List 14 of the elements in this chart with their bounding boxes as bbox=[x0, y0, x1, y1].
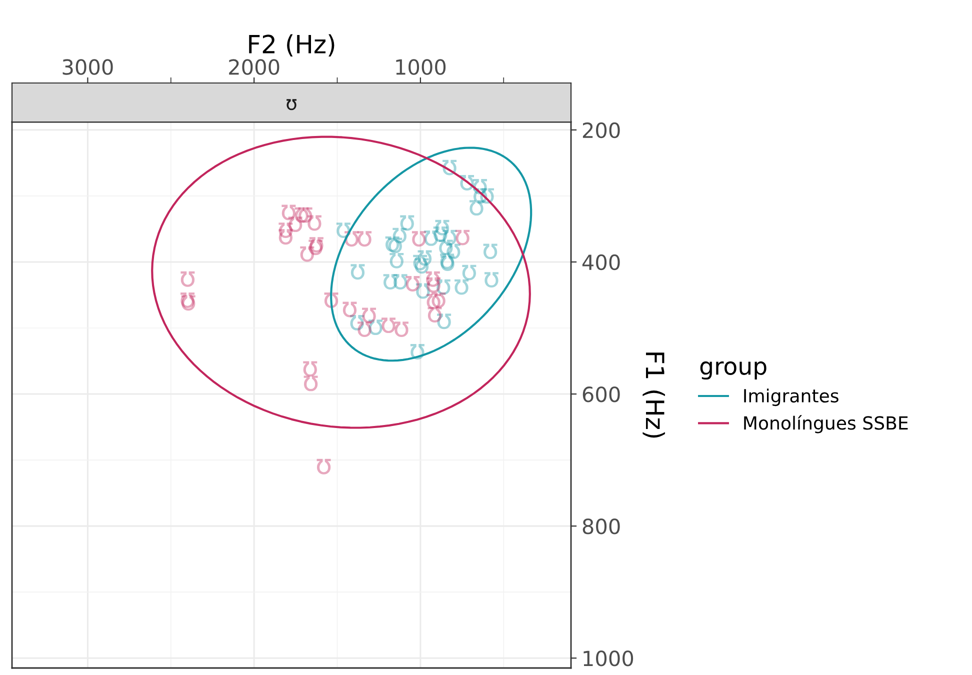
y-axis-title: F1 (Hz) bbox=[642, 352, 665, 438]
y-tick-label: 800 bbox=[582, 518, 620, 534]
x-tick-label: 1000 bbox=[396, 59, 446, 75]
x-axis-title: F2 (Hz) bbox=[249, 34, 334, 57]
x-tick-label: 3000 bbox=[62, 59, 113, 75]
y-tick-label: 400 bbox=[582, 254, 620, 270]
y-tick-label: 1000 bbox=[584, 650, 634, 666]
x-tick-label: 2000 bbox=[229, 59, 280, 75]
legend-label: Imigrantes bbox=[744, 388, 838, 406]
y-tick-label: 200 bbox=[582, 122, 620, 138]
legend-label: Monolíngues SSBE bbox=[744, 415, 908, 434]
legend-title: group bbox=[700, 361, 766, 380]
y-tick-label: 600 bbox=[582, 386, 620, 402]
chart-subtitle: ʊ bbox=[286, 99, 296, 110]
